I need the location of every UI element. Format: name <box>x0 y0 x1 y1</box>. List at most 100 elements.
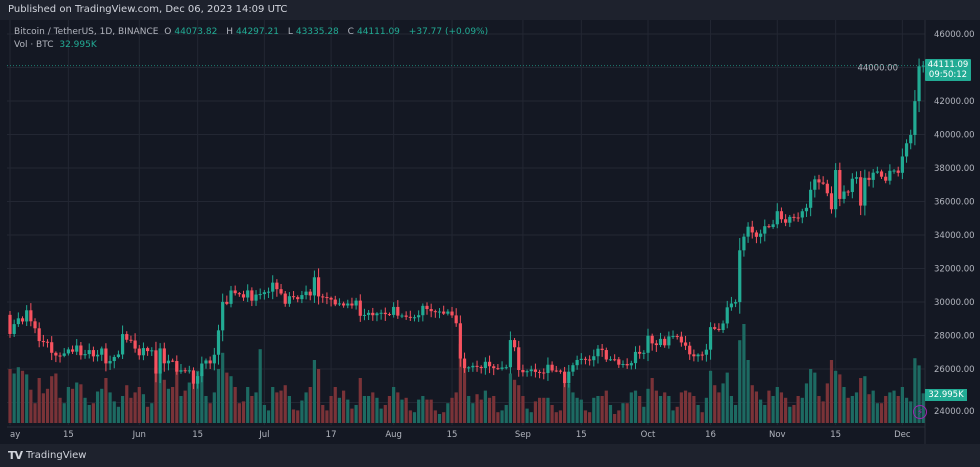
candle-body <box>479 366 483 369</box>
volume-bar <box>863 376 867 423</box>
candle-body <box>721 323 725 331</box>
candle-body <box>183 370 187 372</box>
volume-bar <box>375 397 379 423</box>
candle-body <box>563 371 567 384</box>
candle-body <box>425 305 429 310</box>
candle-body <box>458 323 462 359</box>
candle-body <box>62 353 66 356</box>
candle-body <box>358 300 362 316</box>
volume-bar <box>233 387 237 423</box>
candle-body <box>617 359 621 365</box>
volume-bar <box>258 349 262 423</box>
candle-body <box>296 297 300 300</box>
volume-bar <box>266 410 271 423</box>
high-value: 44297.21 <box>236 27 279 37</box>
low-value: 43335.28 <box>295 27 339 37</box>
candle-body <box>475 365 479 367</box>
candle-body <box>158 348 162 374</box>
volume-bar <box>646 388 650 423</box>
candle-body <box>204 360 208 364</box>
volume-bar <box>913 358 917 423</box>
volume-bar <box>800 397 804 423</box>
lightning-icon[interactable]: ⚡ <box>913 405 927 419</box>
time-tick-label: 15 <box>830 430 841 440</box>
volume-bar <box>784 397 788 423</box>
volume-bar <box>350 408 354 423</box>
candle-body <box>325 297 329 299</box>
candle-body <box>863 177 867 206</box>
candle-body <box>558 370 563 372</box>
volume-bar <box>162 379 166 423</box>
candle-body <box>817 179 821 183</box>
candle-body <box>671 336 675 338</box>
candle-body <box>696 354 700 357</box>
volume-bar <box>321 405 325 423</box>
candle-body <box>692 354 696 357</box>
candle-body <box>141 348 146 356</box>
candle-body <box>262 292 266 295</box>
candle-body <box>171 360 175 362</box>
volume-bar <box>546 397 550 423</box>
candle-body <box>675 336 679 338</box>
volume-bar <box>842 387 846 423</box>
volume-bar <box>825 383 829 423</box>
price-tick-label: 28000.00 <box>934 332 975 342</box>
volume-bar <box>316 369 321 423</box>
chart-pane[interactable] <box>0 20 980 444</box>
candle-body <box>867 177 871 180</box>
tradingview-logo-icon: TV <box>8 449 23 462</box>
volume-bar <box>45 388 50 423</box>
volume-bar <box>362 396 367 423</box>
candlestick-chart[interactable]: 46000.00 44000.00 42000.00 40000.00 38000.00… <box>0 0 980 444</box>
candle-body <box>633 351 638 364</box>
volume-bar <box>850 396 854 423</box>
symbol-title[interactable]: Bitcoin / TetherUS, 1D, BINANCE <box>14 27 159 37</box>
candle-body <box>700 354 704 356</box>
candle-body <box>896 170 900 173</box>
volume-bar <box>37 378 41 423</box>
candle-body <box>738 250 742 303</box>
candle-body <box>316 277 321 297</box>
candle-body <box>233 290 237 294</box>
volume-bar <box>667 396 671 423</box>
volume-bar <box>892 390 896 423</box>
volume-bar <box>212 392 216 423</box>
volume-bar <box>479 399 483 423</box>
candle-body <box>179 370 183 372</box>
volume-bar <box>792 405 796 423</box>
candle-body <box>904 143 909 157</box>
candle-body <box>450 311 454 316</box>
candle-body <box>646 335 650 353</box>
candle-body <box>588 359 592 361</box>
volume-bar <box>404 397 408 423</box>
volume-bar <box>746 360 750 423</box>
candle-body <box>658 338 663 346</box>
volume-bar <box>237 403 241 423</box>
published-note: Published on TradingView.com, Dec 06, 20… <box>8 4 288 15</box>
candle-body <box>725 307 729 324</box>
volume-bar <box>567 383 571 423</box>
candle-body <box>529 369 533 372</box>
volume-bar <box>304 392 308 423</box>
candle-body <box>462 358 467 369</box>
volume-bar <box>417 399 421 423</box>
volume-bar <box>8 369 12 423</box>
price-tick-label: 38000.00 <box>934 164 975 174</box>
volume-bar <box>229 376 233 423</box>
volume-bar <box>596 396 600 423</box>
candle-body <box>596 348 600 357</box>
volume-bar <box>583 410 588 423</box>
volume-bar <box>725 372 729 423</box>
volume-bar <box>175 363 179 423</box>
bar-countdown: 09:50:12 <box>928 70 968 80</box>
footer-brand[interactable]: TradingView <box>26 450 87 461</box>
candle-body <box>45 341 50 343</box>
volume-bar <box>208 403 212 423</box>
candle-body <box>379 312 383 314</box>
volume-title[interactable]: Vol · BTC <box>14 40 54 50</box>
volume-bar <box>396 392 400 423</box>
time-tick-label: 15 <box>576 430 587 440</box>
price-tick-label: 40000.00 <box>934 131 975 141</box>
volume-bar <box>16 367 20 423</box>
volume-bar <box>896 396 900 423</box>
